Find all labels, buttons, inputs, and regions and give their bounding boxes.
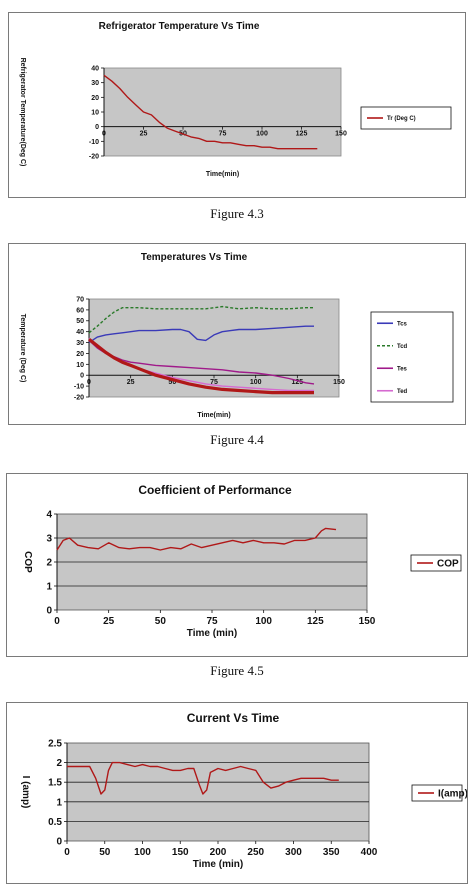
x-tick-label: 75: [210, 379, 218, 386]
series-line-cop: [56, 527, 337, 551]
x-tick-label: 0: [54, 616, 60, 627]
x-tick-label: 200: [210, 847, 227, 858]
series-line-tr-deg-c-: [103, 74, 318, 150]
legend-box: [370, 311, 454, 403]
y-tick-label: 50: [76, 318, 84, 325]
x-tick-label: 100: [255, 616, 272, 627]
y-tick-label: 0.5: [48, 817, 62, 828]
chart-current: Current Vs Time 0 0.5 1 1.5 2 2.5 0 50 100 150 200 2…: [20, 711, 467, 870]
chart-refrigerator-temperature: Refrigerator Temperature Vs Time-20-1001…: [19, 21, 452, 178]
y-tick-label: 2.5: [48, 739, 62, 750]
legend-label: COP: [437, 559, 459, 570]
x-tick-label: 150: [172, 847, 189, 858]
chart-title: Current Vs Time: [187, 711, 280, 725]
x-axis-label: Time(min): [206, 171, 239, 178]
y-tick-label: 10: [91, 109, 99, 116]
y-tick-label: 2: [46, 558, 52, 569]
x-tick-label: 125: [291, 379, 303, 386]
y-axis-label: Temperature (Deg C): [19, 314, 26, 383]
x-tick-label: 300: [285, 847, 302, 858]
x-tick-label: 0: [102, 131, 106, 138]
y-axis-label: Refrigerator Temperature(Deg C): [19, 58, 26, 167]
legend-label: Tcs: [397, 321, 408, 327]
y-tick-label: -20: [74, 394, 84, 401]
chart-panel-temperatures: Temperatures Vs Time -20 -10 0 10 20 30 40 50 60 7…: [8, 243, 466, 425]
x-tick-label: 0: [87, 379, 91, 386]
x-tick-label: 50: [99, 847, 111, 858]
x-tick-label: 100: [256, 131, 268, 138]
series-line-i-amp-: [67, 761, 339, 795]
legend-label: Tes: [397, 366, 408, 372]
y-tick-label: 1: [56, 797, 62, 808]
y-tick-label: 60: [76, 307, 84, 314]
x-axis-label: Time (min): [193, 859, 243, 870]
series-line-tr: [88, 338, 314, 395]
chart-panel-refrigerator-temperature: Refrigerator Temperature Vs Time -20 -10 0 1…: [8, 12, 466, 198]
series-line-tcd: [88, 305, 314, 334]
chart-title: Coefficient of Performance: [138, 483, 292, 497]
legend-label: Ted: [397, 389, 408, 395]
y-tick-label: 1: [46, 582, 52, 593]
y-tick-label: 3: [46, 534, 52, 545]
series-line-tcs: [88, 325, 314, 344]
y-tick-label: 40: [76, 329, 84, 336]
legend-label: Tr (Deg C): [387, 116, 416, 122]
x-tick-label: 25: [103, 616, 115, 627]
x-tick-label: 75: [206, 616, 218, 627]
y-tick-label: 20: [76, 351, 84, 358]
figure-caption-4-5: Figure 4.5: [210, 663, 264, 678]
y-tick-label: 20: [91, 95, 99, 102]
y-axis-label: I (amp): [20, 776, 31, 809]
x-tick-label: 100: [250, 379, 262, 386]
y-tick-label: 30: [91, 80, 99, 87]
legend-label: Tcd: [397, 344, 408, 350]
x-tick-label: 150: [359, 616, 376, 627]
x-tick-label: 150: [335, 131, 347, 138]
figure-caption-4-4: Figure 4.4: [210, 432, 264, 447]
x-tick-label: 50: [155, 616, 167, 627]
chart-panel-current: Current Vs Time 0 0.5 1 1.5 2 2.5 0 50 100 150 200 2…: [6, 702, 468, 884]
x-tick-label: 125: [307, 616, 324, 627]
chart-panel-cop: Coefficient of Performance 0 1 2 3 4 0 25 50 75 10…: [6, 473, 468, 657]
figure-caption-4-3: Figure 4.3: [210, 206, 264, 221]
x-tick-label: 25: [140, 131, 148, 138]
x-tick-label: 50: [168, 379, 176, 386]
y-tick-label: -10: [74, 384, 84, 391]
x-tick-label: 125: [296, 131, 308, 138]
x-tick-label: 400: [361, 847, 378, 858]
legend-label: I(amp): [438, 789, 467, 800]
y-tick-label: 30: [76, 340, 84, 347]
chart-title: Refrigerator Temperature Vs Time: [99, 21, 260, 32]
x-tick-label: 100: [134, 847, 151, 858]
legend-box: [410, 554, 462, 572]
chart-temperatures: Temperatures Vs Time-20-1001020304050607…: [19, 252, 454, 419]
y-tick-label: 0: [80, 373, 84, 380]
y-tick-label: 1.5: [48, 778, 62, 789]
x-tick-label: 250: [247, 847, 264, 858]
y-tick-label: 10: [76, 362, 84, 369]
x-tick-label: 350: [323, 847, 340, 858]
chart-cop: Coefficient of Performance 0 1 2 3 4 0 25 50 75 10…: [22, 483, 462, 639]
legend-box: [411, 784, 463, 802]
x-axis-label: Time(min): [197, 412, 230, 419]
y-tick-label: 0: [46, 606, 52, 617]
y-axis-label: COP: [22, 551, 33, 573]
y-tick-label: 0: [56, 837, 62, 848]
x-tick-label: 75: [219, 131, 227, 138]
y-tick-label: -20: [89, 153, 99, 160]
x-axis-label: Time (min): [187, 628, 237, 639]
y-tick-label: 4: [46, 510, 52, 521]
y-tick-label: 0: [95, 124, 99, 131]
plot-area: [66, 742, 370, 842]
y-tick-label: 40: [91, 65, 99, 72]
y-tick-label: -10: [89, 139, 99, 146]
x-tick-label: 25: [127, 379, 135, 386]
x-tick-label: 0: [64, 847, 70, 858]
legend-box: [360, 106, 452, 130]
chart-title: Temperatures Vs Time: [141, 252, 248, 263]
y-tick-label: 70: [76, 296, 84, 303]
x-tick-label: 150: [333, 379, 345, 386]
y-tick-label: 2: [56, 758, 62, 769]
